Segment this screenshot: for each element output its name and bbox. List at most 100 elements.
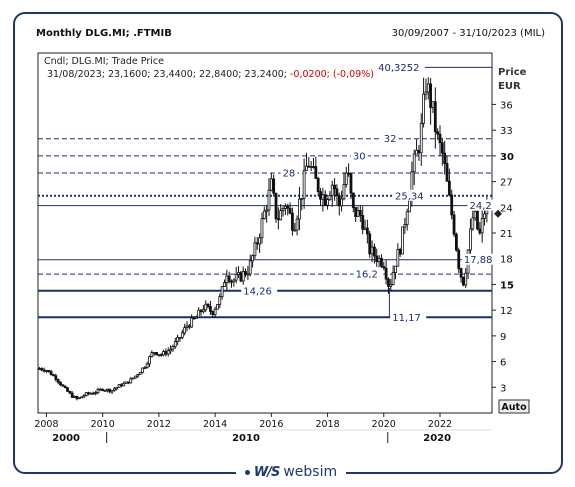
candle-body	[436, 131, 440, 135]
candle-body	[101, 388, 105, 391]
candle-body	[267, 189, 271, 211]
candle-body	[54, 375, 58, 380]
candle-body	[424, 91, 428, 95]
candle-body	[148, 356, 151, 365]
level-label: 30	[353, 151, 366, 162]
candle-body	[394, 265, 397, 273]
legend-line1: Cndl; DLG.MI; Trade Price	[44, 56, 164, 67]
candle-body	[173, 341, 177, 348]
candle-body	[150, 352, 154, 358]
x-tick-label: 2018	[315, 419, 339, 430]
candle-body	[433, 101, 437, 133]
candle-body	[68, 391, 72, 394]
candle-body	[122, 382, 126, 387]
x-decade-label: 2010	[232, 433, 260, 444]
x-tick-label: 2022	[428, 419, 452, 430]
candle-body	[52, 374, 55, 377]
candle-body	[260, 218, 264, 239]
candle-body	[239, 272, 243, 282]
level-label-bg	[390, 311, 427, 323]
candle-body	[340, 198, 344, 207]
candle-body	[187, 325, 191, 328]
candle-body	[295, 218, 299, 231]
candle-body	[342, 184, 346, 200]
candle-body	[422, 93, 425, 124]
candle-body	[204, 303, 208, 311]
candle-body	[469, 228, 472, 251]
level-label: 17,88	[464, 255, 493, 266]
candle-body	[166, 350, 170, 355]
candle-body	[159, 354, 163, 356]
candle-body	[333, 184, 336, 190]
candle-body	[398, 249, 402, 255]
candle-body	[42, 369, 46, 372]
candle-body	[63, 385, 67, 389]
candle-body	[169, 348, 172, 352]
level-label-bg	[353, 268, 384, 280]
candle-body	[344, 172, 348, 185]
y-tick-label: 6	[500, 358, 506, 369]
y-tick-label: 18	[500, 255, 513, 266]
candle-body	[276, 218, 280, 221]
candle-body	[391, 272, 395, 285]
candle-body	[382, 266, 386, 269]
candle-body	[119, 384, 123, 387]
x-decade-label: 2020	[423, 433, 451, 444]
candle-body	[272, 178, 276, 194]
legend-line2: 31/08/2023; 23,1600; 23,4400; 22,8400; 2…	[47, 69, 374, 80]
candle-body	[47, 370, 51, 372]
candle-body	[426, 83, 430, 93]
candle-body	[230, 280, 233, 283]
candle-body	[134, 375, 137, 379]
candle-body	[454, 233, 458, 251]
candle-body	[246, 273, 250, 276]
candle-body	[143, 367, 147, 369]
level-label: 28	[283, 169, 296, 180]
candle-body	[309, 166, 313, 168]
candle-body	[255, 242, 259, 245]
candle-body	[89, 392, 93, 395]
level-label-bg	[280, 167, 298, 178]
candle-body	[98, 388, 102, 391]
candle-body	[417, 149, 421, 154]
candle-body	[319, 191, 322, 200]
candle-body	[286, 205, 290, 209]
auto-scale-button[interactable]	[498, 399, 530, 414]
candle-body	[192, 317, 196, 320]
candle-body	[321, 194, 325, 200]
level-label: 24,2	[470, 201, 492, 212]
candle-body	[316, 178, 320, 192]
candle-body	[258, 237, 262, 245]
candle-body	[483, 213, 486, 219]
y-tick-label: 24	[500, 203, 513, 214]
candle-body	[66, 387, 69, 392]
candle-body	[232, 279, 236, 283]
x-tick-label: 2020	[372, 419, 396, 430]
candle-body	[244, 271, 247, 276]
y-tick-label: 15	[500, 280, 514, 291]
level-label-bg	[376, 61, 425, 73]
candle-body	[389, 284, 393, 287]
candle-body	[112, 388, 116, 391]
plot-area	[37, 52, 493, 414]
level-label-bg	[467, 199, 498, 211]
candle-body	[117, 384, 121, 388]
candle-body	[220, 286, 224, 297]
candle-body	[80, 396, 83, 399]
auto-scale-label[interactable]: Auto	[501, 402, 527, 413]
candle-body	[136, 374, 140, 377]
candle-body	[302, 170, 306, 199]
candle-body	[330, 184, 334, 196]
candle-body	[349, 173, 353, 194]
candle-body	[363, 227, 367, 230]
level-label: 40,3252	[378, 63, 419, 74]
candle-body	[269, 178, 273, 191]
candle-body	[440, 142, 444, 154]
candle-body	[438, 133, 442, 144]
legend-values: 31/08/2023; 23,1600; 23,4400; 22,8400; 2…	[47, 69, 290, 80]
candle-body	[70, 392, 74, 398]
candle-body	[300, 197, 304, 200]
candle-body	[209, 306, 212, 312]
y-tick-label: 33	[500, 126, 513, 137]
